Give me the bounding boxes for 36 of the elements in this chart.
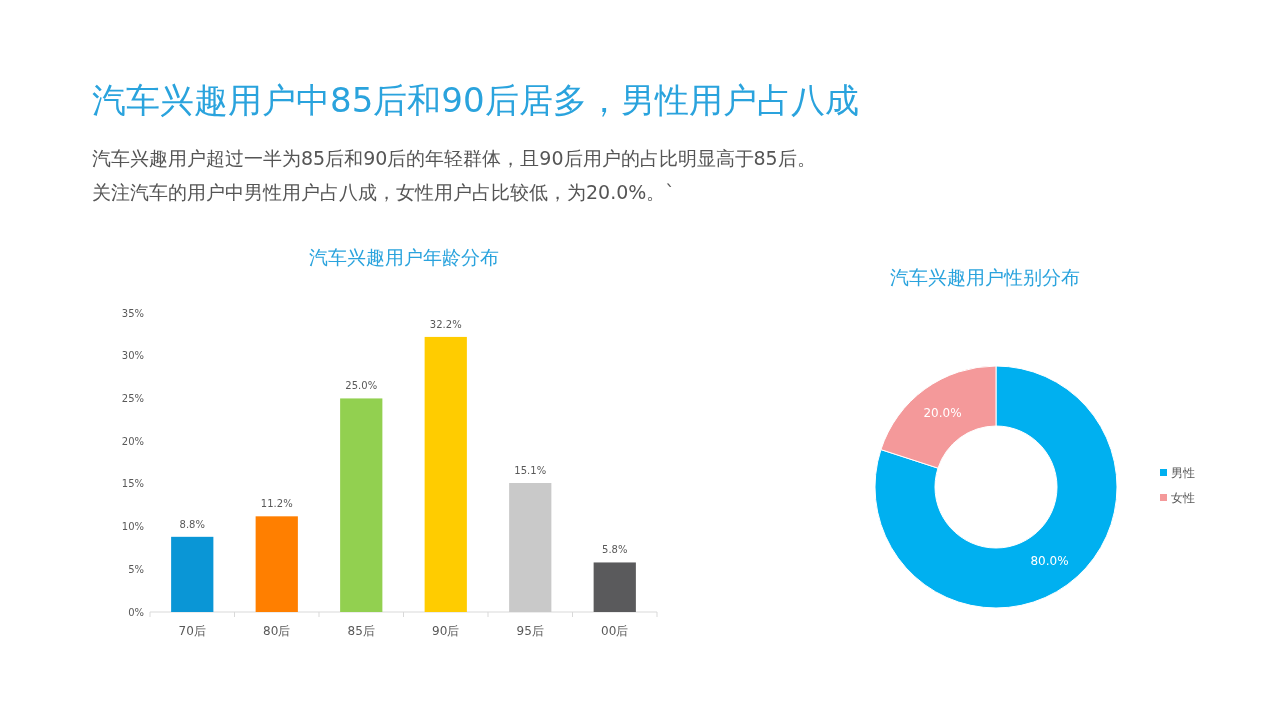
donut-slice — [874, 365, 1118, 609]
text: 汽车兴趣用户中85后和90后居多，男性用户占八成 — [92, 80, 859, 120]
data-label: 25.0% — [345, 380, 378, 392]
bar — [509, 483, 552, 612]
y-tick-label: 30% — [121, 350, 144, 362]
bar — [424, 336, 467, 612]
x-tick-label: 90后 — [432, 624, 460, 638]
y-tick-label: 20% — [121, 435, 144, 447]
data-label: 5.8% — [602, 544, 628, 556]
y-tick-label: 0% — [128, 606, 144, 618]
x-tick-label: 00后 — [601, 624, 629, 638]
bar — [171, 536, 214, 612]
bar — [340, 398, 383, 612]
x-tick-label: 80后 — [263, 624, 291, 638]
data-label: 11.2% — [260, 498, 293, 510]
x-tick-label: 85后 — [347, 624, 375, 638]
y-tick-label: 5% — [128, 563, 144, 575]
text: 汽车兴趣用户超过一半为85后和90后的年轻群体，且90后用户的占比明显高于85后。 — [92, 147, 816, 169]
y-tick-label: 10% — [121, 521, 144, 533]
y-tick-label: 25% — [121, 392, 144, 404]
data-label: 20.0% — [923, 406, 962, 421]
legend-label: 女性 — [1171, 491, 1195, 505]
legend-label: 男性 — [1171, 466, 1195, 480]
text: 关注汽车的用户中男性用户占八成，女性用户占比较低，为20.0%。` — [92, 181, 675, 203]
bar — [593, 562, 636, 612]
data-label: 15.1% — [514, 465, 547, 476]
y-tick-label: 15% — [121, 478, 144, 490]
x-tick-label: 95后 — [516, 624, 544, 638]
y-tick-label: 35% — [121, 307, 144, 319]
chart-title: 汽车兴趣用户年龄分布 — [308, 246, 499, 268]
x-tick-label: 70后 — [178, 624, 206, 638]
data-label: 32.2% — [429, 318, 462, 330]
bar — [255, 516, 298, 612]
data-label: 8.8% — [179, 518, 205, 530]
chart-title: 汽车兴趣用户性别分布 — [890, 266, 1080, 288]
data-label: 80.0% — [1030, 553, 1069, 568]
